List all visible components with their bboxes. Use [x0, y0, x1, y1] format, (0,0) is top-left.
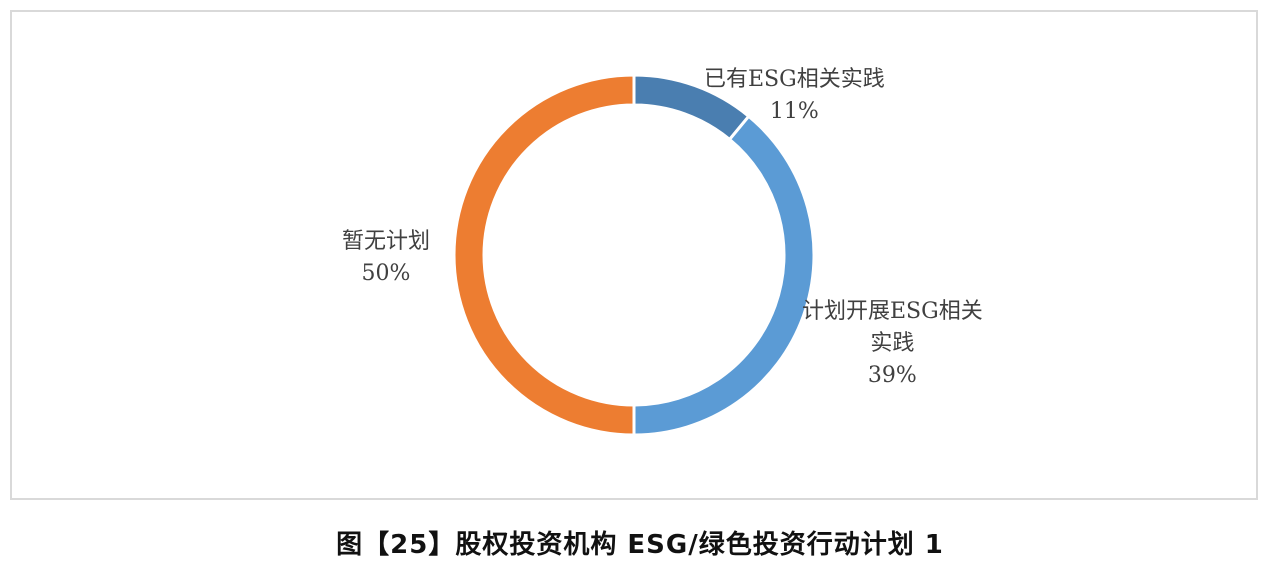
donut-slice-2 — [452, 73, 636, 437]
slice-label-planned-esg: 计划开展ESG相关 实践 39% — [802, 296, 983, 392]
donut-chart — [452, 73, 816, 437]
slice-label-no-plan: 暂无计划 50% — [342, 226, 430, 290]
slice-label-planned-esg-value: 39% — [867, 363, 917, 388]
chart-area: 已有ESG相关实践 11% 计划开展ESG相关 实践 39% 暂无计划 50% — [10, 10, 1258, 500]
slice-label-existing-esg-name: 已有ESG相关实践 — [704, 67, 885, 92]
slice-label-no-plan-value: 50% — [361, 261, 411, 286]
slice-label-existing-esg-value: 11% — [769, 99, 819, 124]
slice-label-planned-esg-name-line1: 计划开展ESG相关 — [802, 299, 983, 324]
slice-label-no-plan-name: 暂无计划 — [342, 229, 431, 254]
donut-slice-1 — [632, 114, 816, 437]
slice-label-existing-esg: 已有ESG相关实践 11% — [704, 64, 885, 128]
figure-caption: 图【25】股权投资机构 ESG/绿色投资行动计划 1 — [336, 530, 944, 560]
slice-label-planned-esg-name-line2: 实践 — [870, 331, 915, 356]
